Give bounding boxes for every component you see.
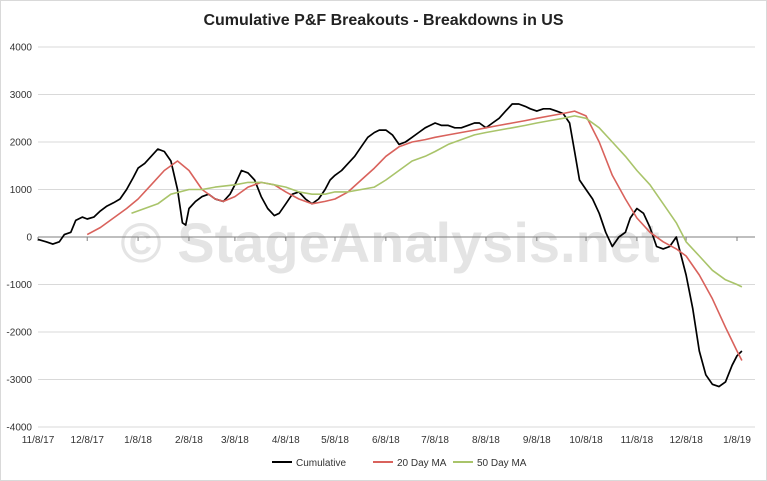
x-tick-label: 4/8/18 xyxy=(272,435,300,446)
y-tick-label: -3000 xyxy=(6,375,32,386)
x-tick-label: 6/8/18 xyxy=(372,435,400,446)
x-tick-label: 12/8/18 xyxy=(669,435,703,446)
series-line-50-day-ma xyxy=(131,115,743,288)
legend-label: 20 Day MA xyxy=(397,458,447,469)
legend-label: 50 Day MA xyxy=(477,458,527,469)
chart-title: Cumulative P&F Breakouts - Breakdowns in… xyxy=(203,12,564,29)
series-line-cumulative xyxy=(37,103,743,388)
y-tick-label: 4000 xyxy=(10,43,33,54)
x-tick-label: 1/8/18 xyxy=(124,435,152,446)
y-tick-label: -1000 xyxy=(6,280,32,291)
y-tick-label: 0 xyxy=(26,233,32,244)
legend-label: Cumulative xyxy=(296,458,346,469)
y-tick-label: 1000 xyxy=(10,185,33,196)
watermark-text: © StageAnalysis.net xyxy=(120,211,659,274)
series-line-20-day-ma xyxy=(86,110,743,361)
x-tick-label: 2/8/18 xyxy=(175,435,203,446)
y-tick-label: 3000 xyxy=(10,90,33,101)
y-tick-label: -2000 xyxy=(6,328,32,339)
y-tick-label: -4000 xyxy=(6,423,32,434)
x-tick-label: 1/8/19 xyxy=(723,435,751,446)
x-tick-label: 11/8/17 xyxy=(22,435,55,446)
x-tick-label: 12/8/17 xyxy=(71,435,105,446)
x-tick-label: 9/8/18 xyxy=(523,435,551,446)
x-tick-label: 7/8/18 xyxy=(421,435,449,446)
x-tick-label: 8/8/18 xyxy=(472,435,500,446)
x-tick-label: 5/8/18 xyxy=(321,435,349,446)
x-tick-label: 11/8/18 xyxy=(621,435,654,446)
x-tick-label: 3/8/18 xyxy=(221,435,249,446)
x-tick-label: 10/8/18 xyxy=(569,435,603,446)
y-tick-label: 2000 xyxy=(10,138,33,149)
